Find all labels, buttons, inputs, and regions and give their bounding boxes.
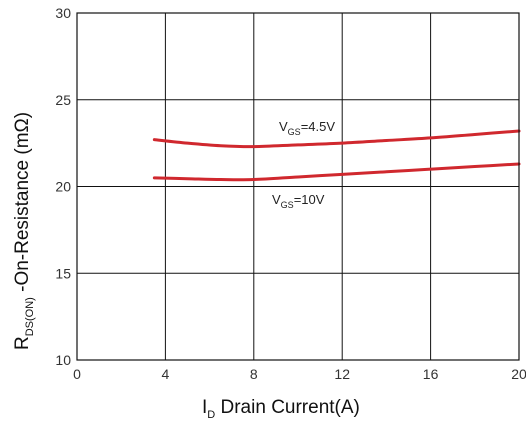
series-label-vgs-10: VGS=10V xyxy=(272,192,325,210)
y-tick-label: 15 xyxy=(55,265,71,281)
x-tick-label: 8 xyxy=(250,366,258,382)
y-tick-label: 25 xyxy=(55,92,71,108)
grid xyxy=(76,12,520,361)
plot-frame xyxy=(76,12,520,361)
y-tick-label: 20 xyxy=(55,179,71,195)
x-tick-label: 20 xyxy=(511,366,526,382)
y-tick-labels: 10 15 20 25 30 xyxy=(55,5,71,368)
y-axis-title: RDS(ON) -On-Resistance (mΩ) xyxy=(12,112,36,350)
y-tick-label: 10 xyxy=(55,352,71,368)
x-tick-label: 0 xyxy=(73,366,81,382)
series-label-vgs-4-5: VGS=4.5V xyxy=(279,119,335,137)
series-line-1 xyxy=(152,162,521,182)
x-tick-label: 16 xyxy=(423,366,439,382)
y-tick-label: 30 xyxy=(55,5,71,21)
x-tick-label: 4 xyxy=(162,366,170,382)
x-axis-title: ID Drain Current(A) xyxy=(202,397,360,421)
series-line-0 xyxy=(152,129,521,149)
x-tick-labels: 0 4 8 12 16 20 xyxy=(73,366,526,382)
x-tick-label: 12 xyxy=(334,366,350,382)
series-group xyxy=(152,129,521,182)
